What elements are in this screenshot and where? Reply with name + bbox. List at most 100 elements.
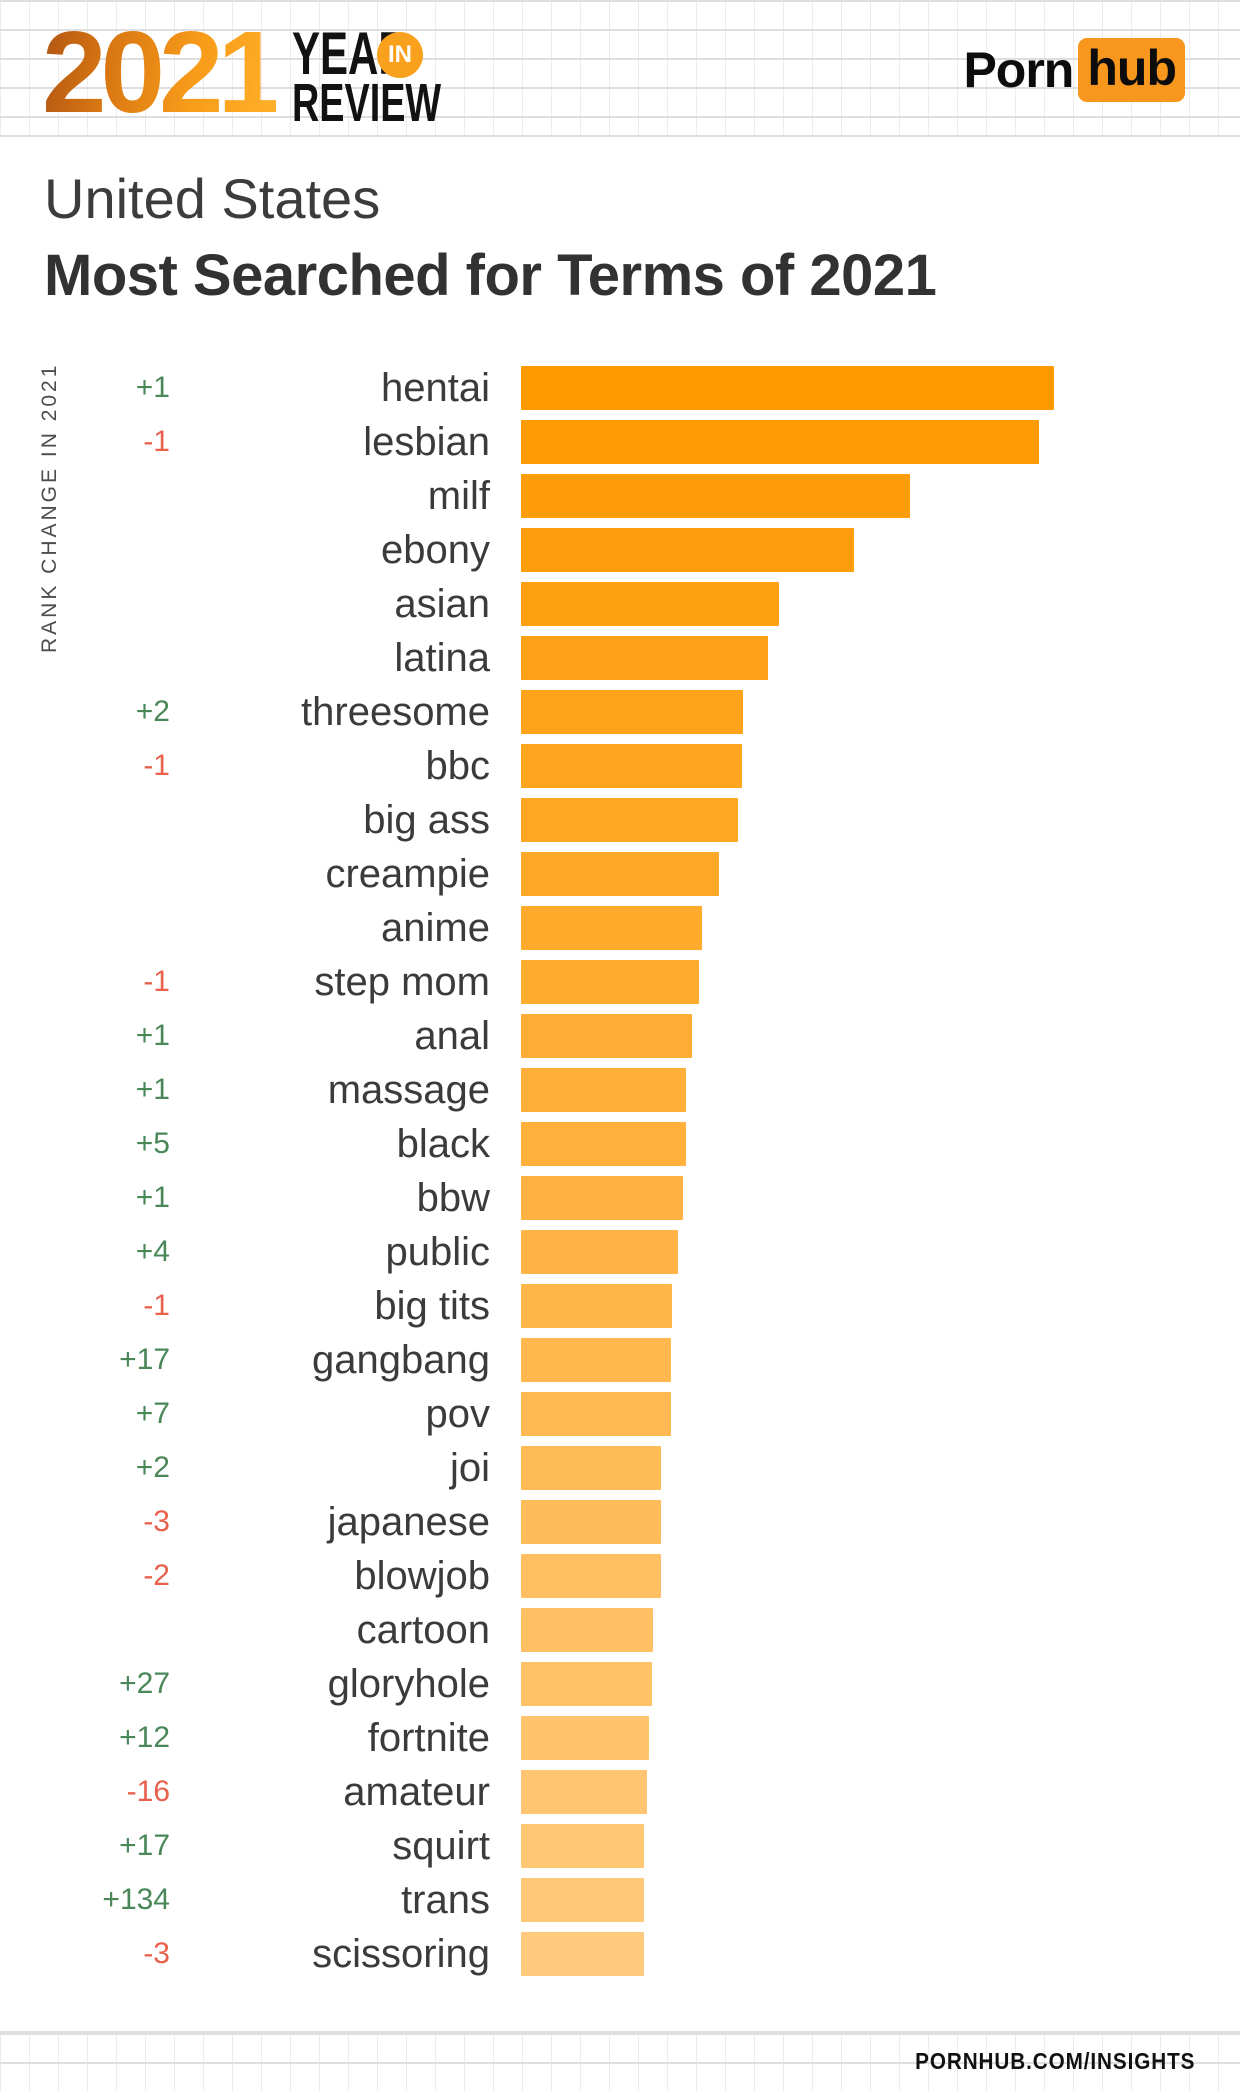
- search-term-label: trans: [401, 1878, 490, 1922]
- pornhub-logo: Porn hub: [963, 38, 1185, 102]
- rank-change-value: +12: [119, 1721, 170, 1754]
- term-bar: [521, 1824, 644, 1868]
- search-term-label: amateur: [343, 1770, 490, 1814]
- chart-row: +27 gloryhole: [0, 1657, 1240, 1711]
- rank-change-value: +17: [119, 1829, 170, 1862]
- term-bar: [521, 1446, 661, 1490]
- term-bar: [521, 1608, 653, 1652]
- chart-row: +1 bbw: [0, 1171, 1240, 1225]
- search-term-label: fortnite: [367, 1716, 490, 1760]
- search-term-label: hentai: [381, 366, 490, 410]
- pornhub-logo-hub: hub: [1087, 40, 1177, 96]
- rank-change-value: -16: [126, 1775, 170, 1808]
- search-term-label: blowjob: [354, 1554, 490, 1598]
- search-term-label: asian: [394, 582, 490, 626]
- chart-row: +1 massage: [0, 1063, 1240, 1117]
- rank-change-value: -1: [143, 749, 170, 782]
- search-term-label: bbw: [416, 1176, 490, 1220]
- term-bar: [521, 744, 742, 788]
- rank-change-value: +27: [119, 1667, 170, 1700]
- search-term-label: anime: [381, 906, 490, 950]
- search-term-label: latina: [394, 636, 490, 680]
- term-bar: [521, 798, 738, 842]
- search-term-label: big ass: [363, 798, 490, 842]
- chart-row: +1 hentai: [0, 361, 1240, 415]
- insights-url: PORNHUB.COM/INSIGHTS: [914, 2048, 1195, 2074]
- in-badge-icon: IN: [377, 32, 423, 78]
- term-bar: [521, 1230, 678, 1274]
- rank-change-value: -3: [143, 1937, 170, 1970]
- term-bar: [521, 1338, 671, 1382]
- chart-row: -1 big tits: [0, 1279, 1240, 1333]
- chart-row: asian: [0, 577, 1240, 631]
- chart-row: +12 fortnite: [0, 1711, 1240, 1765]
- rank-change-value: -1: [143, 425, 170, 458]
- term-bar: [521, 366, 1054, 410]
- chart-row: +2 joi: [0, 1441, 1240, 1495]
- term-bar: [521, 1392, 671, 1436]
- chart-row: -2 blowjob: [0, 1549, 1240, 1603]
- search-term-label: milf: [427, 474, 490, 518]
- year-in-review-line2: REVIEW: [292, 73, 442, 133]
- search-term-label: creampie: [325, 852, 490, 896]
- rank-change-value: -2: [143, 1559, 170, 1592]
- term-bar: [521, 1932, 644, 1976]
- chart-row: +17 gangbang: [0, 1333, 1240, 1387]
- term-bar: [521, 906, 702, 950]
- term-bar: [521, 1662, 652, 1706]
- term-bar: [521, 1068, 686, 1112]
- search-term-label: public: [385, 1230, 490, 1274]
- chart-row: cartoon: [0, 1603, 1240, 1657]
- chart-row: -3 japanese: [0, 1495, 1240, 1549]
- search-term-label: step mom: [314, 960, 490, 1004]
- rank-change-value: +1: [135, 1019, 170, 1052]
- search-term-label: squirt: [392, 1824, 490, 1868]
- term-bar: [521, 528, 854, 572]
- rank-change-value: +2: [135, 695, 170, 728]
- term-bar: [521, 420, 1039, 464]
- search-term-label: massage: [327, 1068, 490, 1112]
- term-bar: [521, 474, 910, 518]
- search-term-label: bbc: [425, 744, 491, 788]
- term-bar: [521, 1500, 661, 1544]
- rank-change-value: -1: [143, 965, 170, 998]
- term-bar: [521, 582, 779, 626]
- search-term-label: big tits: [374, 1284, 490, 1328]
- header-grid-band: 2021 YEAR IN REVIEW Porn hub: [0, 0, 1240, 137]
- chart-row: +17 squirt: [0, 1819, 1240, 1873]
- term-bar: [521, 690, 743, 734]
- term-bar: [521, 1284, 672, 1328]
- chart-row: +7 pov: [0, 1387, 1240, 1441]
- term-bar: [521, 1770, 647, 1814]
- year-2021-logo: 2021: [42, 7, 282, 137]
- term-bar: [521, 852, 719, 896]
- rank-change-value: +4: [135, 1235, 170, 1268]
- search-term-label: pov: [425, 1392, 491, 1436]
- search-term-label: black: [396, 1122, 490, 1166]
- pornhub-logo-hub-box: hub: [1078, 38, 1185, 102]
- search-term-label: gangbang: [312, 1338, 490, 1382]
- chart-row: -16 amateur: [0, 1765, 1240, 1819]
- rank-change-value: +5: [135, 1127, 170, 1160]
- rank-change-value: +1: [135, 1181, 170, 1214]
- term-bar: [521, 960, 699, 1004]
- search-term-label: lesbian: [363, 420, 490, 464]
- term-bar: [521, 1122, 686, 1166]
- rank-change-value: -3: [143, 1505, 170, 1538]
- region-title: United States: [44, 167, 381, 230]
- bar-chart: +1 hentai -1 lesbian milf ebony asian: [0, 361, 1240, 1981]
- chart-row: milf: [0, 469, 1240, 523]
- term-bar: [521, 1716, 649, 1760]
- chart-row: big ass: [0, 793, 1240, 847]
- pornhub-logo-porn: Porn: [963, 42, 1074, 98]
- search-term-label: japanese: [327, 1500, 490, 1544]
- chart-row: +1 anal: [0, 1009, 1240, 1063]
- search-term-label: threesome: [301, 690, 490, 734]
- chart-row: latina: [0, 631, 1240, 685]
- chart-row: -1 step mom: [0, 955, 1240, 1009]
- footer-grid-band: PORNHUB.COM/INSIGHTS: [0, 2031, 1240, 2091]
- search-term-label: gloryhole: [327, 1662, 490, 1706]
- chart-row: anime: [0, 901, 1240, 955]
- rank-change-value: +1: [135, 371, 170, 404]
